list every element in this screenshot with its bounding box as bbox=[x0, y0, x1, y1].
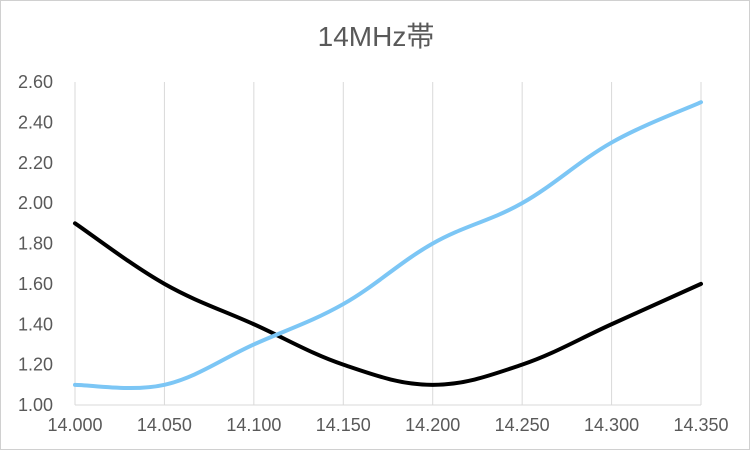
x-tick-label: 14.200 bbox=[405, 415, 460, 435]
x-tick-label: 14.050 bbox=[137, 415, 192, 435]
y-tick-label: 2.00 bbox=[18, 193, 53, 213]
series-line-1 bbox=[73, 221, 703, 387]
axis-layer: 14.000 14.050 14.100 14.150 14.200 14.250 14.3… bbox=[18, 72, 729, 435]
x-tick-label: 14.350 bbox=[673, 415, 728, 435]
x-tick-label: 14.150 bbox=[316, 415, 371, 435]
chart-title: 14MHz帯 bbox=[317, 21, 435, 52]
y-tick-label: 1.60 bbox=[18, 274, 53, 294]
x-tick-label: 14.000 bbox=[47, 415, 102, 435]
y-tick-label: 1.80 bbox=[18, 234, 53, 254]
y-tick-label: 2.20 bbox=[18, 153, 53, 173]
series-layer bbox=[73, 100, 703, 391]
series-line-2 bbox=[73, 100, 703, 391]
y-tick-label: 1.40 bbox=[18, 314, 53, 334]
x-tick-label: 14.300 bbox=[584, 415, 639, 435]
x-tick-label: 14.250 bbox=[495, 415, 550, 435]
y-tick-label: 2.60 bbox=[18, 72, 53, 92]
x-tick-label: 14.100 bbox=[226, 415, 281, 435]
y-tick-label: 2.40 bbox=[18, 112, 53, 132]
y-tick-label: 1.20 bbox=[18, 355, 53, 375]
grid-layer bbox=[74, 82, 702, 405]
y-tick-label: 1.00 bbox=[18, 395, 53, 415]
